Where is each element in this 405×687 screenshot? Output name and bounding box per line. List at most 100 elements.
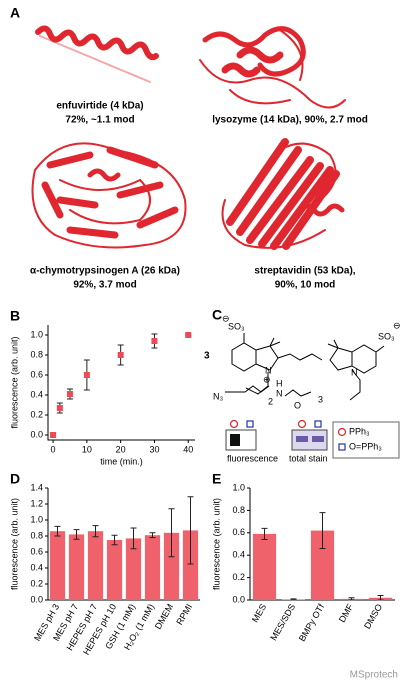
protein-name: enfuvirtide (4 kDa): [56, 101, 143, 112]
bar: [49, 531, 66, 600]
y-tick-label: 0.0: [30, 429, 43, 439]
y-tick-label: 0.4: [30, 562, 43, 572]
y-tick-label: 0.8: [30, 530, 43, 540]
bar: [182, 530, 199, 600]
gel-label: total stain: [289, 453, 328, 463]
watermark: MSprotech: [350, 670, 398, 681]
gel-images: [225, 419, 400, 459]
panel-label: C: [212, 307, 222, 323]
y-tick-label: 0.2: [232, 572, 245, 582]
error-bar: [377, 595, 384, 601]
error-bar: [261, 527, 268, 541]
x-tick-label: 40: [183, 444, 193, 454]
y-tick-label: 1.2: [30, 498, 43, 508]
bar: [163, 532, 180, 600]
y-tick-label: 0.6: [30, 546, 43, 556]
x-tick-label: RPMI: [174, 602, 194, 626]
error-bar: [130, 527, 137, 550]
protein-chymotrypsinogen: [31, 142, 187, 249]
atom: N: [265, 365, 272, 375]
bar: [310, 530, 335, 600]
y-axis-label: fluorescence (arb. unit): [9, 498, 19, 590]
x-tick-label: BMPy OTf: [297, 602, 327, 643]
y-tick-label: 0.6: [232, 527, 245, 537]
x-tick-label: MES/SDS: [268, 602, 297, 642]
y-tick-label: 0.4: [30, 389, 43, 399]
x-tick-label: MES: [250, 602, 268, 624]
charge: ⊕: [263, 374, 271, 384]
bar: [144, 535, 161, 600]
charge: ⊖: [222, 313, 230, 323]
y-axis-label: fluorescence (arb. unit): [211, 498, 221, 590]
y-tick-label: 1.0: [30, 514, 43, 524]
protein-name: α-chymotrypsinogen A (26 kDa): [30, 266, 180, 277]
x-tick-label: DMEM: [153, 602, 175, 631]
atom: O: [294, 400, 301, 410]
bar: [106, 540, 123, 600]
legend-label: O=PPh₃: [349, 441, 382, 451]
error-bar: [348, 597, 355, 601]
point: [117, 352, 124, 358]
atom: N: [276, 388, 283, 398]
error-bar: [290, 598, 297, 601]
point: [56, 405, 63, 411]
panel-label: D: [10, 471, 20, 487]
y-tick-label: 1.4: [30, 482, 43, 492]
error-bar: [149, 532, 156, 539]
structure: [225, 333, 385, 401]
error-bar: [187, 496, 194, 565]
y-tick-label: 0.2: [30, 578, 43, 588]
bar: [252, 533, 277, 600]
legend-label: PPh₃: [349, 426, 370, 436]
x-tick-label: 10: [82, 444, 92, 454]
gel-label: fluorescence: [227, 453, 278, 463]
y-tick-label: 1.0: [232, 482, 245, 492]
bar: [125, 538, 142, 600]
protein-name: lysozyme (14 kDa), 90%, 2.7 mod: [212, 115, 368, 126]
atom: 2: [268, 396, 273, 406]
point: [66, 391, 73, 397]
protein-name: streptavidin (53 kDa),: [254, 266, 355, 277]
error-bar: [111, 534, 118, 546]
x-tick-label: DMSO: [362, 602, 384, 630]
error-bar: [73, 529, 80, 540]
protein-enfuvirtide: [35, 25, 159, 83]
error-bar: [168, 508, 175, 558]
atom: SO₃: [378, 331, 395, 341]
error-bar: [319, 512, 326, 549]
x-tick-label: 20: [116, 444, 126, 454]
y-tick-label: 0.0: [30, 594, 43, 604]
point: [185, 332, 192, 338]
point: [83, 372, 90, 378]
protein-streptavidin: [221, 138, 345, 250]
protein-stats: 92%, 3.7 mod: [73, 280, 136, 291]
panel-label: B: [10, 308, 20, 324]
protein-stats: 72%, ~1.1 mod: [65, 115, 134, 126]
compound-number: 3: [204, 351, 210, 362]
atom: SO₃: [228, 321, 245, 331]
y-tick-label: 1.0: [30, 329, 43, 339]
point: [50, 432, 57, 438]
panel-label: E: [212, 471, 221, 487]
x-tick-label: 0: [51, 444, 56, 454]
y-tick-label: 0.8: [30, 349, 43, 359]
error-bar: [54, 525, 61, 537]
y-tick-label: 0.4: [232, 550, 245, 560]
y-tick-label: 0.0: [232, 594, 245, 604]
x-tick-label: DMF: [337, 602, 356, 624]
atom: N₃: [213, 391, 223, 401]
protein-lysozyme: [199, 26, 346, 109]
x-tick-label: 30: [149, 444, 159, 454]
atom: H: [276, 378, 283, 388]
axis: [47, 325, 195, 441]
bar: [68, 534, 85, 600]
y-tick-label: 0.8: [232, 505, 245, 515]
point: [151, 338, 158, 344]
panel-label: A: [10, 5, 20, 21]
atom: N: [351, 367, 358, 377]
charge: ⊖: [393, 320, 401, 330]
y-tick-label: 0.6: [30, 369, 43, 379]
y-tick-label: 0.2: [30, 409, 43, 419]
bar: [87, 531, 104, 600]
